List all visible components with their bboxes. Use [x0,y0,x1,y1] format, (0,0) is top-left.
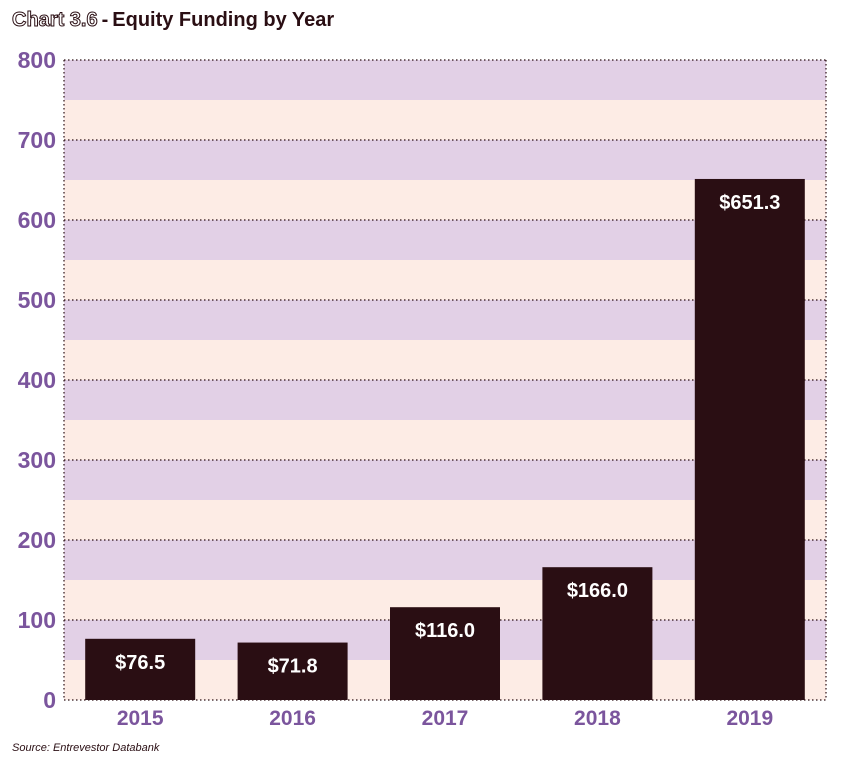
x-axis-ticks: 2015 2016 2017 2018 2019 [117,707,773,730]
background-band [64,60,826,100]
y-tick-label: 400 [18,367,56,393]
y-axis-ticks: 0 100 200 300 400 500 600 700 800 [18,47,56,713]
data-label-2019: $651.3 [719,192,780,214]
x-tick-label-2015: 2015 [117,707,164,730]
x-tick-label-2016: 2016 [269,707,316,730]
plot-frame [63,60,827,700]
y-tick-label: 600 [18,207,56,233]
y-tick-label: 800 [18,47,56,73]
background-band [64,140,826,180]
bars [85,178,805,700]
y-tick-label: 300 [18,447,56,473]
data-label-2017: $116.0 [415,620,475,642]
x-tick-label-2017: 2017 [422,707,469,730]
data-label-2016: $71.8 [268,656,318,678]
x-tick-label-2018: 2018 [574,707,621,730]
y-tick-label: 500 [18,287,56,313]
data-label-2015: $76.5 [115,652,165,674]
chart-title: Chart 3.6- Equity Funding by Year [12,8,335,32]
chart-title-text: Equity Funding by Year [112,9,335,31]
data-labels: $76.5 $71.8 $116.0 $166.0 $651.3 [115,192,780,678]
title-separator: - [101,9,109,31]
bar-2016 [237,642,348,700]
bar-2019 [694,178,805,700]
data-label-2018: $166.0 [567,580,628,602]
bar-2015 [85,638,196,700]
bar-2018 [542,567,653,700]
chart-number: Chart 3.6 [12,9,99,32]
x-tick-label-2019: 2019 [726,707,773,730]
y-tick-label: 0 [43,687,56,713]
y-tick-label: 200 [18,527,56,553]
y-tick-label: 100 [18,607,56,633]
source-note: Source: Entrevestor Databank [12,742,160,754]
bar-2017 [390,607,500,700]
y-tick-label: 700 [18,127,56,153]
